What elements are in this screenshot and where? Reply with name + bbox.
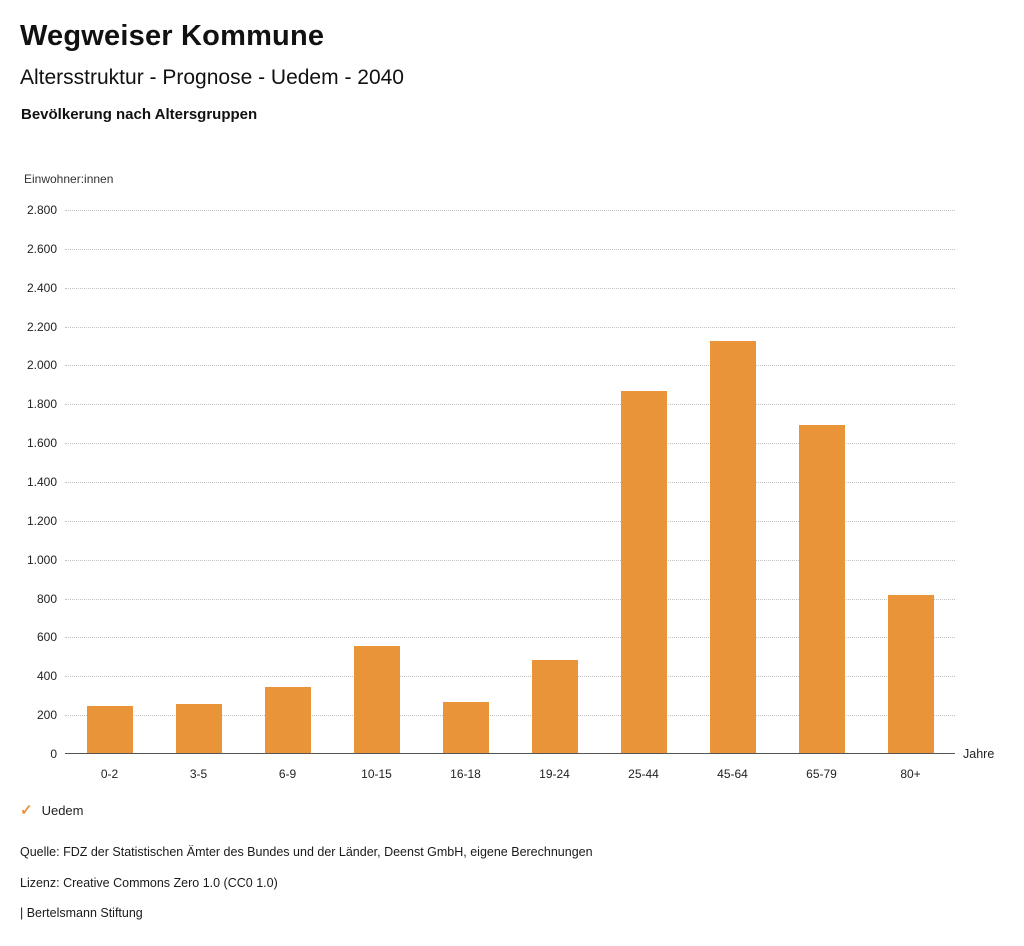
x-tick-label: 16-18 <box>450 767 481 781</box>
y-tick-label: 800 <box>36 591 57 606</box>
gridline <box>65 559 955 561</box>
y-tick-label: 1.600 <box>26 436 57 451</box>
gridline <box>65 637 955 639</box>
legend-label: Uedem <box>41 803 84 818</box>
bar-10-15[interactable] <box>353 646 400 753</box>
y-tick-label: 200 <box>36 708 57 723</box>
gridline <box>65 520 955 522</box>
x-axis-title: Jahre <box>963 747 995 761</box>
bar-6-9[interactable] <box>264 686 311 753</box>
y-tick-label: 2.800 <box>26 203 57 217</box>
x-tick-label: 10-15 <box>361 767 392 781</box>
section-title: Bevölkerung nach Altersgruppen <box>21 106 258 123</box>
y-tick-label: 600 <box>36 630 57 645</box>
gridline <box>65 676 955 678</box>
legend-item-uedem[interactable]: ✓ Uedem <box>20 803 84 818</box>
y-tick-label: 1.200 <box>26 513 57 528</box>
x-tick-label: 65-79 <box>806 767 837 781</box>
bar-25-44[interactable] <box>620 390 667 753</box>
gridline <box>65 598 955 600</box>
bar-16-18[interactable] <box>442 701 489 753</box>
source-text: Quelle: FDZ der Statistischen Ämter des … <box>20 845 593 859</box>
gridline <box>65 365 955 367</box>
bar-3-5[interactable] <box>175 704 222 753</box>
y-axis-title: Einwohner:innen <box>24 172 114 186</box>
gridline <box>65 715 955 717</box>
y-tick-label: 400 <box>36 669 57 684</box>
x-tick-label: 6-9 <box>278 767 297 781</box>
chart-subtitle: Altersstruktur - Prognose - Uedem - 2040 <box>20 66 404 89</box>
gridline <box>65 326 955 328</box>
y-tick-label: 0 <box>50 747 57 761</box>
y-tick-label: 2.400 <box>26 280 57 295</box>
license-text: Lizenz: Creative Commons Zero 1.0 (CC0 1… <box>20 876 278 890</box>
bar-0-2[interactable] <box>86 706 133 753</box>
y-tick-label: 2.200 <box>26 319 57 334</box>
bar-80+[interactable] <box>887 594 934 753</box>
plot-area: Jahre 0 200 400 600 800 1.000 1.200 1.400 1.600 1… <box>27 203 994 781</box>
y-tick-label: 1.400 <box>26 475 57 489</box>
gridline <box>65 482 955 483</box>
x-tick-label: 19-24 <box>539 767 570 781</box>
bar-45-64[interactable] <box>709 341 756 753</box>
x-tick-label: 45-64 <box>717 767 748 781</box>
attribution-text: | Bertelsmann Stiftung <box>20 906 143 920</box>
y-tick-label: 1.800 <box>26 397 57 412</box>
x-tick-label: 3-5 <box>189 767 208 781</box>
y-tick-label: 2.600 <box>26 241 57 256</box>
gridline <box>65 210 955 211</box>
gridline <box>65 404 955 406</box>
y-tick-label: 1.000 <box>26 552 57 567</box>
check-icon: ✓ <box>20 802 33 819</box>
page-title: Wegweiser Kommune <box>20 20 325 52</box>
x-tick-label: 0-2 <box>100 767 119 781</box>
y-tick-label: 2.000 <box>26 358 57 373</box>
x-tick-label: 25-44 <box>628 767 659 781</box>
bar-65-79[interactable] <box>798 424 845 753</box>
gridline <box>65 248 955 250</box>
x-tick-label: 80+ <box>900 767 921 781</box>
gridline <box>65 443 955 445</box>
gridline <box>65 287 955 289</box>
bar-19-24[interactable] <box>531 659 578 753</box>
